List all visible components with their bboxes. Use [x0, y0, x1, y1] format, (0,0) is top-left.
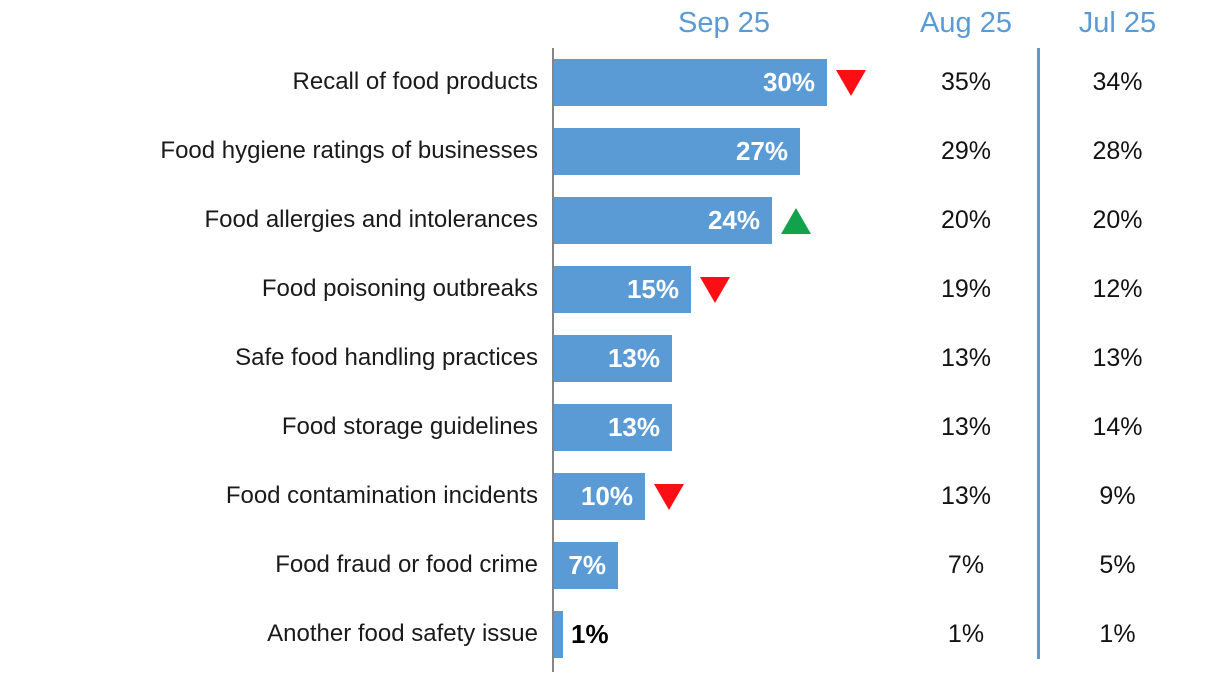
aug-value: 19%: [940, 275, 992, 303]
jul-value: 14%: [1092, 413, 1143, 441]
jul-value: 9%: [1099, 482, 1136, 510]
chart-row: Food allergies and intolerances 24% 20% …: [0, 186, 1217, 255]
column-header-sep-25: Sep 25: [678, 7, 770, 39]
bar-value-label: 27%: [735, 136, 788, 166]
increase-indicator-icon: [781, 207, 811, 234]
chart-row: Recall of food products 30% 35% 34%: [0, 48, 1217, 117]
aug-value: 13%: [940, 482, 992, 510]
category-label: Food allergies and intolerances: [204, 206, 538, 234]
jul-value: 5%: [1099, 551, 1136, 579]
aug-value: 20%: [940, 206, 992, 234]
aug-value: 29%: [940, 137, 992, 165]
chart-row: Food poisoning outbreaks 15% 19% 12%: [0, 255, 1217, 324]
bar-cell: 13%: [554, 404, 894, 451]
category-label: Food contamination incidents: [225, 482, 538, 510]
category-label: Food hygiene ratings of businesses: [160, 137, 538, 165]
bar-cell: 30%: [554, 59, 894, 106]
jul-value: 13%: [1092, 344, 1143, 372]
bar: 10%: [554, 473, 645, 520]
bar-cell: 24%: [554, 197, 894, 244]
bar-value-label: 15%: [626, 274, 679, 304]
jul-value: 1%: [1099, 620, 1136, 648]
chart-row: Food contamination incidents 10% 13% 9%: [0, 462, 1217, 531]
category-label: Food fraud or food crime: [275, 551, 538, 579]
bar: 13%: [554, 335, 672, 382]
column-header-jul-25: Jul 25: [1078, 7, 1157, 39]
aug-value: 13%: [940, 344, 992, 372]
bar: 7%: [554, 542, 618, 589]
bar-cell: 10%: [554, 473, 894, 520]
bar: 30%: [554, 59, 827, 106]
jul-value: 28%: [1092, 137, 1143, 165]
bar-value-label: 30%: [762, 67, 815, 97]
bar-cell: 1%: [554, 611, 894, 658]
bar-value-label: 13%: [607, 412, 660, 442]
category-label: Food storage guidelines: [281, 413, 538, 441]
jul-value: 20%: [1092, 206, 1143, 234]
decrease-indicator-icon: [700, 276, 730, 303]
column-divider-line: [1037, 48, 1040, 659]
category-label: Another food safety issue: [267, 620, 538, 648]
jul-value: 12%: [1092, 275, 1143, 303]
chart-rows: Recall of food products 30% 35% 34% Food…: [0, 48, 1217, 669]
bar: [554, 611, 563, 658]
column-header-row: Sep 25 Aug 25 Jul 25: [0, 0, 1217, 48]
category-label: Food poisoning outbreaks: [261, 275, 538, 303]
bar: 27%: [554, 128, 800, 175]
aug-value: 35%: [940, 68, 992, 96]
decrease-indicator-icon: [654, 483, 684, 510]
bar: 15%: [554, 266, 691, 313]
jul-value: 34%: [1092, 68, 1143, 96]
bar-value-label: 10%: [580, 481, 633, 511]
chart-row: Food storage guidelines 13% 13% 14%: [0, 393, 1217, 462]
chart-row: Safe food handling practices 13% 13% 13%: [0, 324, 1217, 393]
decrease-indicator-icon: [836, 69, 866, 96]
bar-cell: 15%: [554, 266, 894, 313]
bar-cell: 13%: [554, 335, 894, 382]
bar-value-label: 13%: [607, 343, 660, 373]
bar: 13%: [554, 404, 672, 451]
category-label: Recall of food products: [292, 68, 538, 96]
aug-value: 1%: [947, 620, 985, 648]
bar-cell: 27%: [554, 128, 894, 175]
chart-row: Food fraud or food crime 7% 7% 5%: [0, 531, 1217, 600]
bar-value-label-outside: 1%: [571, 619, 609, 649]
category-label: Safe food handling practices: [235, 344, 538, 372]
column-header-aug-25: Aug 25: [920, 7, 1012, 39]
bar-cell: 7%: [554, 542, 894, 589]
chart-row: Food hygiene ratings of businesses 27% 2…: [0, 117, 1217, 186]
chart-row: Another food safety issue 1% 1% 1%: [0, 600, 1217, 669]
aug-value: 7%: [947, 551, 985, 579]
bar: 24%: [554, 197, 772, 244]
bar-value-label: 24%: [707, 205, 760, 235]
axis-line: [552, 48, 554, 672]
aug-value: 13%: [940, 413, 992, 441]
bar-value-label: 7%: [568, 550, 606, 580]
